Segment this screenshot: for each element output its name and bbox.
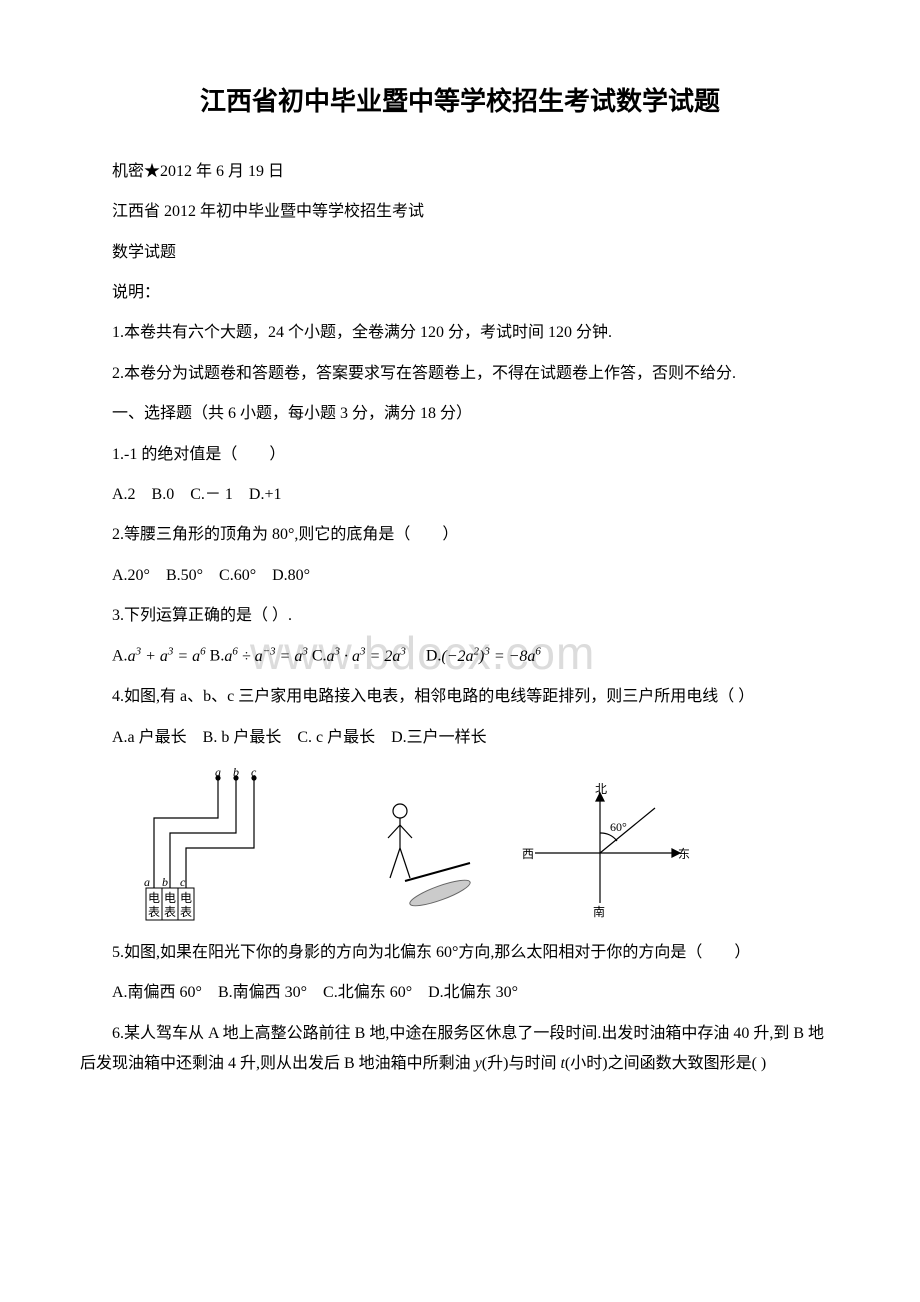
q1-stem: 1.-1 的绝对值是（ ） <box>80 440 840 470</box>
note-2-text: 2.本卷分为试题卷和答题卷，答案要求写在答题卷上，不得在试题卷上作答，否则不给分… <box>80 359 736 389</box>
q4-label-b: b <box>233 768 239 779</box>
q4-label-a: a <box>215 768 221 779</box>
compass-west: 西 <box>522 847 534 861</box>
q3-optB-math: a6 ÷ a−3 = a3 <box>224 648 308 665</box>
q4-bottom-a: a <box>144 875 150 889</box>
compass-east: 东 <box>678 847 690 861</box>
q3-stem: 3.下列运算正确的是（ ）. <box>80 601 840 631</box>
q5-person-figure <box>370 793 480 923</box>
q3-optA-math: a3 + a3 = a6 <box>128 648 206 665</box>
compass-north: 北 <box>595 783 607 796</box>
q3-options: A.a3 + a3 = a6 B.a6 ÷ a−3 = a3 C.a3 · a3… <box>80 641 840 672</box>
q3-optB-label: B. <box>210 648 225 665</box>
q6-stem: 6.某人驾车从 A 地上高整公路前往 B 地,中途在服务区休息了一段时间.出发时… <box>80 1019 840 1080</box>
q4-meter-3b: 表 <box>180 905 192 919</box>
compass-angle: 60° <box>610 820 627 834</box>
q4-meter-1a: 电 <box>148 891 160 905</box>
q6-var-y: y <box>475 1055 482 1072</box>
page-title: 江西省初中毕业暨中等学校招生考试数学试题 <box>80 77 840 126</box>
figure-row: a b c a b c 电 表 电 表 电 表 <box>140 768 840 923</box>
q4-meter-2a: 电 <box>164 891 176 905</box>
q4-bottom-b: b <box>162 875 168 889</box>
q1-options: A.2 B.0 C.－ 1 D.+1 <box>80 480 840 510</box>
subtitle: 江西省 2012 年初中毕业暨中等学校招生考试 <box>80 197 840 227</box>
q4-options: A.a 户最长 B. b 户最长 C. c 户最长 D.三户一样长 <box>80 723 840 753</box>
section-heading: 一、选择题（共 6 小题，每小题 3 分，满分 18 分） <box>80 399 840 429</box>
compass-south: 南 <box>593 904 605 919</box>
subject: 数学试题 <box>80 238 840 268</box>
q3-optD-label: D. <box>410 648 442 665</box>
q6-text-3: (小时)之间函数大致图形是( ) <box>565 1055 766 1072</box>
q4-meter-1b: 表 <box>148 905 160 919</box>
secret-line: 机密★2012 年 6 月 19 日 <box>80 157 840 187</box>
q4-figure: a b c a b c 电 表 电 表 电 表 <box>140 768 330 923</box>
q4-meter-3a: 电 <box>180 891 192 905</box>
q3-optC-math: a3 · a3 = 2a3 <box>327 648 406 665</box>
q3-optA-label: A. <box>112 648 128 665</box>
note-2: 2.本卷分为试题卷和答题卷，答案要求写在答题卷上，不得在试题卷上作答，否则不给分… <box>80 359 840 389</box>
q5-stem: 5.如图,如果在阳光下你的身影的方向为北偏东 60°方向,那么太阳相对于你的方向… <box>80 938 840 968</box>
q3-optD-math: (−2a2)3 = −8a6 <box>441 648 541 665</box>
q5-compass-figure: 北 南 东 西 60° <box>520 783 690 923</box>
note-1: 1.本卷共有六个大题，24 个小题，全卷满分 120 分，考试时间 120 分钟… <box>80 318 840 348</box>
note-label: 说明： <box>80 278 840 308</box>
q3-optC-label: C. <box>312 648 327 665</box>
q2-stem: 2.等腰三角形的顶角为 80°,则它的底角是（ ） <box>80 520 840 550</box>
q4-stem: 4.如图,有 a、b、c 三户家用电路接入电表，相邻电路的电线等距排列，则三户所… <box>80 682 840 712</box>
q4-bottom-c: c <box>180 875 186 889</box>
q2-options: A.20° B.50° C.60° D.80° <box>80 561 840 591</box>
q5-options: A.南偏西 60° B.南偏西 30° C.北偏东 60° D.北偏东 30° <box>80 978 840 1008</box>
q6-text-2: (升)与时间 <box>482 1055 561 1072</box>
q4-meter-2b: 表 <box>164 905 176 919</box>
q4-label-c: c <box>251 768 257 779</box>
